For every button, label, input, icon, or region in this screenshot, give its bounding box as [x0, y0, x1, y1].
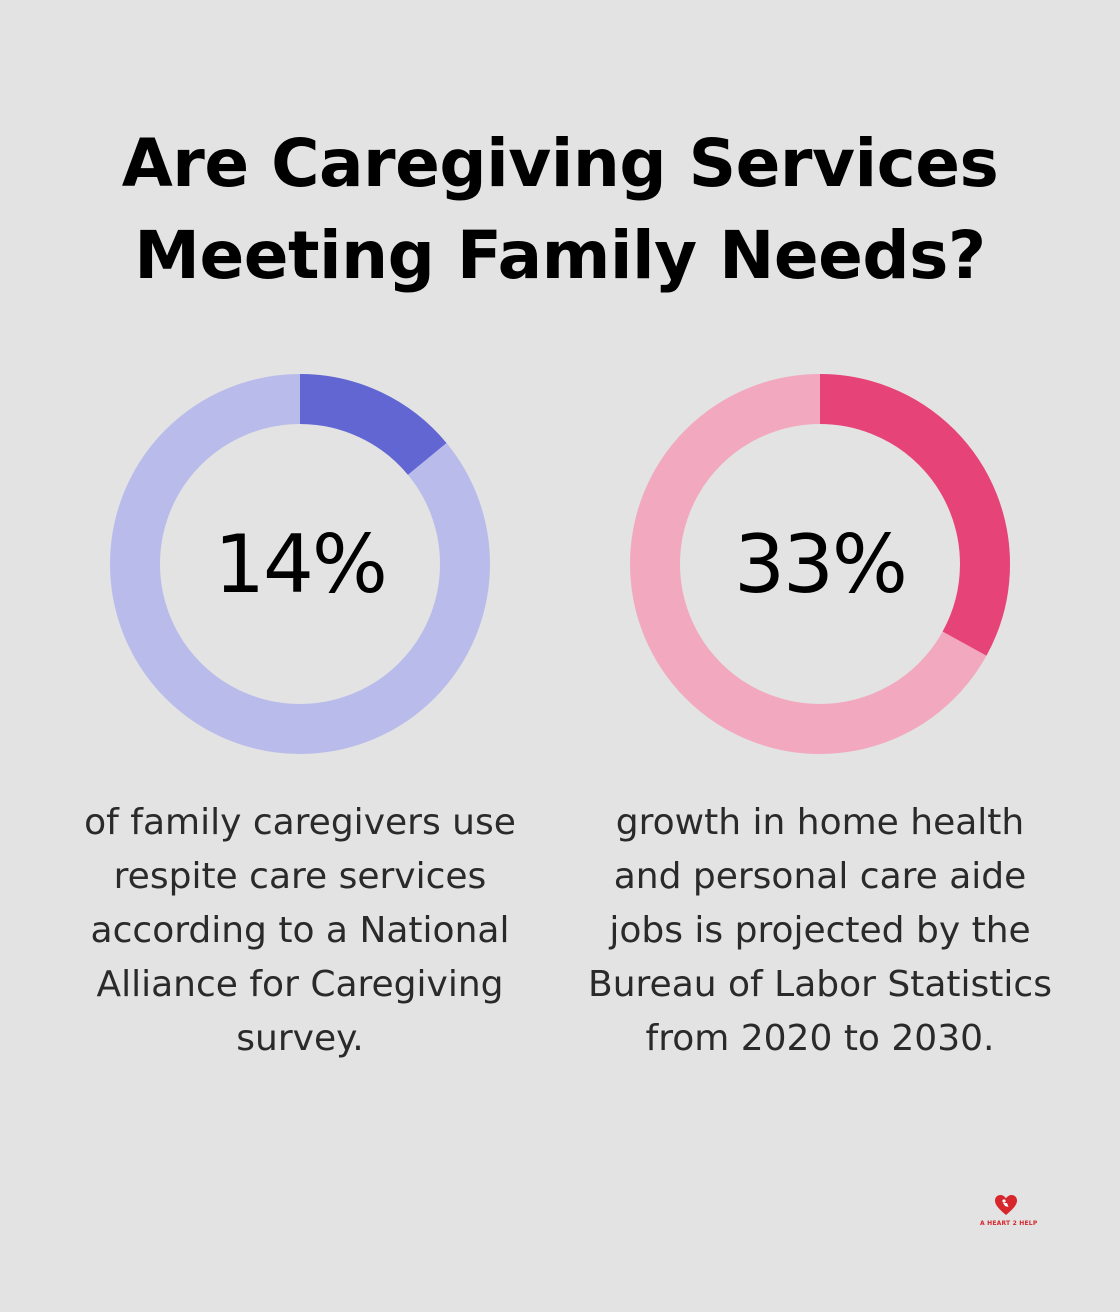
title-line-2: Meeting Family Needs? — [134, 217, 986, 294]
donut-segment — [630, 374, 1010, 754]
stat-aide-job-growth: 33% growth in home health and personal c… — [560, 374, 1080, 1066]
donut-chart-respite: 14% — [110, 374, 490, 754]
caption-line: according to a National — [90, 910, 510, 951]
caption-line: Alliance for Caregiving — [96, 964, 504, 1005]
stat-caption: growth in home health and personal care … — [560, 796, 1080, 1066]
caption-line: growth in home health — [615, 802, 1025, 843]
caption-line: from 2020 to 2030. — [645, 1018, 995, 1059]
brand-logo: A HEART 2 HELP — [980, 1194, 1038, 1230]
stat-respite-care: 14% of family caregivers use respite car… — [40, 374, 560, 1066]
caption-line: Bureau of Labor Statistics — [588, 964, 1052, 1005]
stat-caption: of family caregivers use respite care se… — [40, 796, 560, 1066]
heart-icon — [995, 1195, 1017, 1215]
caption-line: and personal care aide — [613, 856, 1027, 897]
percentage-value: 14% — [214, 517, 388, 611]
logo-text: A HEART 2 HELP — [980, 1220, 1038, 1227]
caption-line: of family caregivers use — [84, 802, 516, 843]
percentage-value: 33% — [734, 517, 908, 611]
donut-segment — [110, 374, 490, 754]
donut-chart-growth: 33% — [630, 374, 1010, 754]
page-title: Are Caregiving Services Meeting Family N… — [0, 118, 1120, 302]
caption-line: respite care services — [113, 856, 487, 897]
donut-svg-respite — [110, 374, 490, 754]
title-line-1: Are Caregiving Services — [121, 125, 999, 202]
donut-svg-growth — [630, 374, 1010, 754]
caption-line: survey. — [236, 1018, 364, 1059]
caption-line: jobs is projected by the — [609, 910, 1031, 951]
